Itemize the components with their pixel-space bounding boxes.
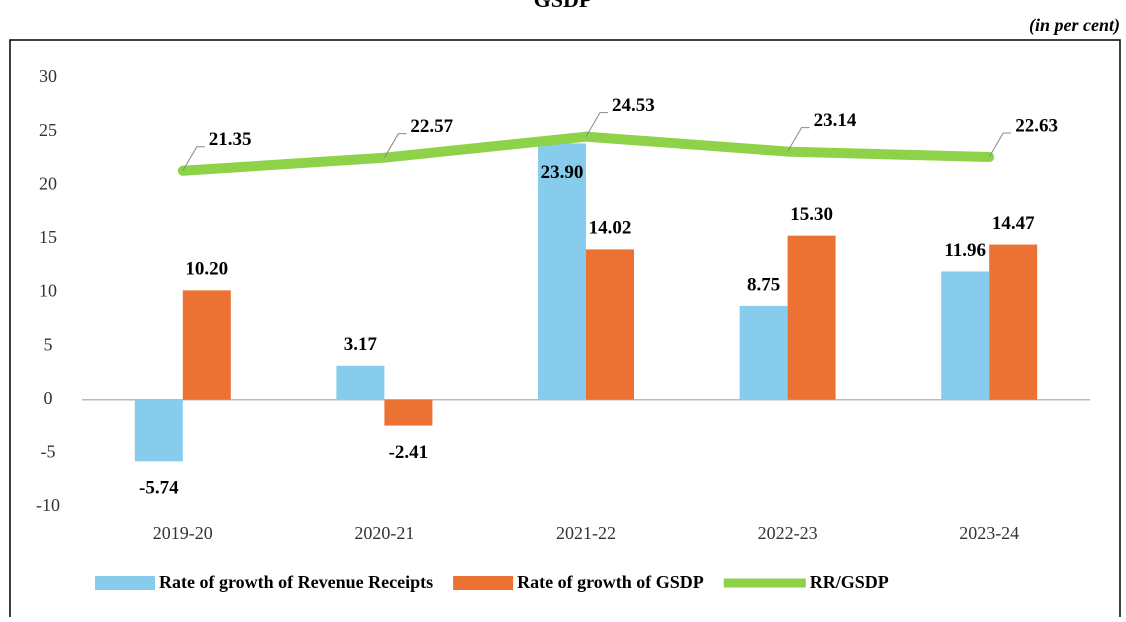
legend-label: Rate of growth of GSDP — [517, 572, 704, 592]
y-tick-label: 15 — [39, 227, 57, 247]
data-label: 3.17 — [344, 334, 378, 355]
bar — [586, 249, 634, 400]
y-tick-label: 20 — [39, 173, 57, 193]
leader-line — [988, 132, 1012, 158]
bar — [989, 244, 1038, 400]
bar — [384, 399, 433, 426]
y-tick-label: -5 — [41, 442, 56, 462]
legend-label: RR/GSDP — [810, 572, 889, 592]
legend-swatch — [453, 576, 514, 590]
y-tick-label: 10 — [39, 281, 57, 301]
leader-line — [182, 146, 205, 172]
bar — [787, 235, 836, 400]
bar — [739, 305, 788, 400]
data-label: 22.57 — [410, 116, 453, 137]
data-label: 24.53 — [612, 95, 655, 116]
bar — [182, 290, 231, 400]
y-tick-label: 0 — [44, 388, 53, 408]
chart-subtitle: (in per cent) — [1029, 15, 1120, 36]
data-label: 23.90 — [541, 162, 584, 183]
leader-line — [585, 112, 608, 137]
data-label: -5.74 — [139, 478, 179, 499]
data-label: 14.02 — [589, 218, 632, 239]
bar — [336, 365, 385, 400]
data-label: 8.75 — [747, 274, 780, 295]
data-label: 11.96 — [944, 240, 986, 261]
data-label: 10.20 — [185, 259, 228, 280]
leader-line — [383, 133, 407, 158]
bar — [941, 271, 990, 400]
bar — [538, 143, 586, 400]
legend-swatch — [95, 576, 155, 590]
x-tick-label: 2020-21 — [354, 523, 414, 543]
x-tick-label: 2019-20 — [153, 523, 213, 543]
x-tick-label: 2023-24 — [959, 523, 1019, 543]
y-tick-label: 25 — [39, 120, 57, 140]
data-label: 21.35 — [209, 129, 252, 150]
y-tick-label: 30 — [39, 66, 57, 86]
data-label: 22.63 — [1015, 115, 1058, 136]
x-tick-label: 2021-22 — [556, 523, 616, 543]
x-tick-label: 2022-23 — [758, 523, 818, 543]
chart-frame — [9, 39, 1121, 617]
leader-line — [787, 127, 810, 152]
y-tick-label: -10 — [36, 495, 60, 515]
bar — [134, 399, 183, 462]
data-label: -2.41 — [389, 442, 429, 463]
data-label: 23.14 — [814, 110, 857, 131]
legend-label: Rate of growth of Revenue Receipts — [159, 572, 433, 592]
y-tick-label: 5 — [44, 334, 53, 354]
data-label: 15.30 — [790, 204, 833, 225]
chart-title: GSDP — [534, 0, 593, 12]
data-label: 14.47 — [992, 213, 1035, 234]
